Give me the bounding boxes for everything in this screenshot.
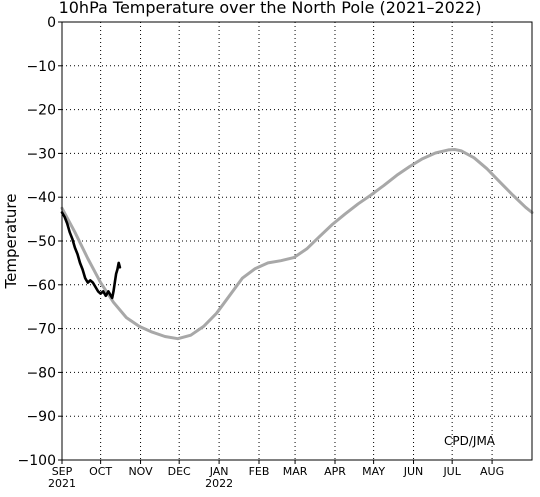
y-tick-label: −80 [26,365,56,381]
x-tick-label: SEP [52,465,73,478]
x-tick-label: DEC [168,465,191,478]
x-tick-label: MAY [362,465,385,478]
y-axis-label: Temperature [2,193,20,289]
series-line-black [60,211,122,300]
y-tick-label: −90 [26,409,56,425]
chart-title: 10hPa Temperature over the North Pole (2… [59,0,482,17]
series-line-gray [60,148,534,341]
x-tick-label: NOV [128,465,153,478]
x-year-label: 2022 [205,477,233,490]
x-year-label: 2021 [48,477,76,490]
y-tick-label: −60 [26,278,56,294]
x-tick-label: JUL [442,465,461,478]
y-tick-label: −10 [26,59,56,75]
x-tick-label: APR [324,465,346,478]
y-tick-label: −20 [26,103,56,119]
y-tick-label: 0 [47,15,56,31]
x-tick-label: AUG [480,465,504,478]
x-tick-label: MAR [283,465,308,478]
credit-label: CPD/JMA [444,434,496,448]
y-tick-label: −100 [18,453,56,469]
x-tick-label: FEB [249,465,270,478]
y-axis: 0 −10 −20 −30 −40 −50 −60 −70 −80 −90 −100 [18,15,62,469]
gridlines [62,22,532,460]
y-tick-label: −30 [26,146,56,162]
x-tick-label: JAN [209,465,229,478]
x-tick-label: JUN [403,465,424,478]
series-layer [60,148,534,341]
y-tick-label: −40 [26,190,56,206]
y-tick-label: −50 [26,234,56,250]
x-tick-label: OCT [89,465,112,478]
plot-frame [61,21,533,461]
y-tick-label: −70 [26,322,56,338]
